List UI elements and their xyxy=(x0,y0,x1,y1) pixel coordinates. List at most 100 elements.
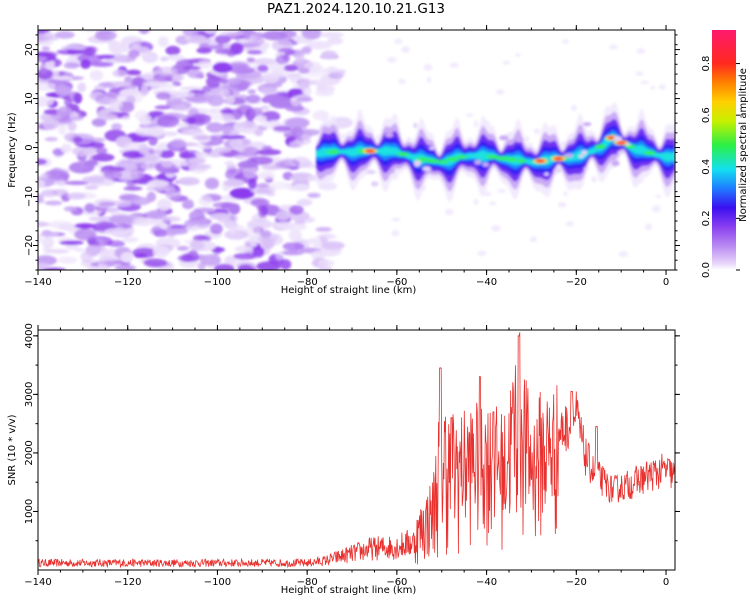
noise-blob xyxy=(177,177,200,186)
noise-blob xyxy=(140,162,156,171)
top-xtick-label: −20 xyxy=(566,277,587,288)
noise-blob xyxy=(291,126,304,139)
noise-blob xyxy=(229,66,255,75)
noise-blob xyxy=(319,32,344,38)
noise-blob xyxy=(236,19,256,25)
noise-blob xyxy=(249,236,259,247)
noise-blob xyxy=(107,240,126,248)
noise-blob xyxy=(74,228,97,241)
noise-blob xyxy=(157,36,169,48)
noise-speck xyxy=(651,205,661,213)
noise-blob xyxy=(229,62,248,69)
noise-blob xyxy=(311,250,326,260)
noise-blob xyxy=(38,199,45,204)
track-satellite-blob xyxy=(389,168,395,174)
noise-speck xyxy=(496,89,505,95)
noise-blob xyxy=(285,105,305,112)
noise-blob xyxy=(252,246,265,258)
noise-blob xyxy=(246,219,273,230)
noise-blob xyxy=(143,258,168,268)
noise-blob xyxy=(63,206,77,212)
snr-peak-point xyxy=(492,411,494,413)
noise-blob xyxy=(88,216,112,222)
noise-blob xyxy=(123,30,126,31)
noise-blob xyxy=(156,115,180,128)
noise-blob xyxy=(289,205,304,215)
noise-blob xyxy=(89,18,105,23)
noise-blob xyxy=(142,19,159,24)
noise-blob xyxy=(165,45,181,56)
noise-speck xyxy=(640,80,650,84)
noise-blob xyxy=(275,210,291,221)
signal-core xyxy=(635,148,645,153)
noise-blob xyxy=(104,228,129,236)
noise-blob xyxy=(284,21,299,30)
track-satellite-blob xyxy=(582,122,592,127)
noise-blob xyxy=(134,253,148,259)
noise-blob xyxy=(38,40,54,46)
noise-speck xyxy=(391,217,401,222)
signal-core xyxy=(517,158,527,164)
top-xtick-label: −60 xyxy=(386,277,407,288)
noise-speck xyxy=(473,198,479,205)
signal-peak xyxy=(553,156,563,161)
noise-blob xyxy=(222,125,230,136)
noise-blob xyxy=(98,255,120,261)
noise-blob xyxy=(269,181,292,190)
noise-blob xyxy=(237,264,254,270)
signal-core xyxy=(506,157,518,162)
noise-speck xyxy=(398,78,406,85)
noise-blob xyxy=(197,60,213,69)
noise-blob xyxy=(44,200,63,206)
track-satellite-blob xyxy=(578,154,584,158)
noise-blob xyxy=(258,182,269,188)
noise-blob xyxy=(233,120,260,133)
bottom-xtick-label: −80 xyxy=(297,577,318,588)
noise-blob xyxy=(192,234,209,242)
noise-blob xyxy=(110,200,132,207)
snr-peak-point xyxy=(518,335,520,337)
noise-blob xyxy=(61,45,87,51)
noise-blob xyxy=(316,84,336,93)
noise-blob xyxy=(109,99,123,111)
noise-blob xyxy=(160,216,181,222)
noise-speck xyxy=(565,221,574,227)
noise-blob xyxy=(247,89,256,94)
noise-blob xyxy=(180,86,204,91)
noise-blob xyxy=(298,80,310,89)
noise-blob xyxy=(257,206,268,219)
noise-blob xyxy=(214,48,235,55)
snr-peak-point xyxy=(479,376,481,378)
noise-speck xyxy=(497,188,507,193)
signal-core xyxy=(464,153,480,158)
noise-blob xyxy=(55,84,72,97)
noise-blob xyxy=(267,120,281,126)
noise-blob xyxy=(257,64,269,72)
noise-speck xyxy=(571,104,577,112)
noise-speck xyxy=(515,53,521,57)
noise-blob xyxy=(127,18,141,27)
bottom-ytick-label: 1000 xyxy=(24,499,35,524)
noise-blob xyxy=(61,143,72,154)
colorbar-label: Normalized spectral amplitude xyxy=(738,68,749,222)
noise-speck xyxy=(502,60,511,65)
noise-speck xyxy=(423,63,433,71)
track-satellite-blob xyxy=(563,153,574,158)
noise-blob xyxy=(128,49,140,58)
noise-blob xyxy=(317,259,335,268)
noise-blob xyxy=(296,198,313,206)
noise-blob xyxy=(189,163,212,170)
noise-blobs xyxy=(38,18,666,270)
noise-speck xyxy=(635,71,644,76)
noise-blob xyxy=(183,199,194,206)
signal-core xyxy=(663,154,675,159)
signal-core xyxy=(405,154,421,160)
noise-blob xyxy=(138,30,150,34)
noise-blob xyxy=(94,30,117,41)
snr-peak-point xyxy=(439,367,441,369)
noise-blob xyxy=(77,82,87,93)
noise-blob xyxy=(152,245,170,258)
signal-core xyxy=(594,144,607,149)
snr-line xyxy=(38,332,675,569)
